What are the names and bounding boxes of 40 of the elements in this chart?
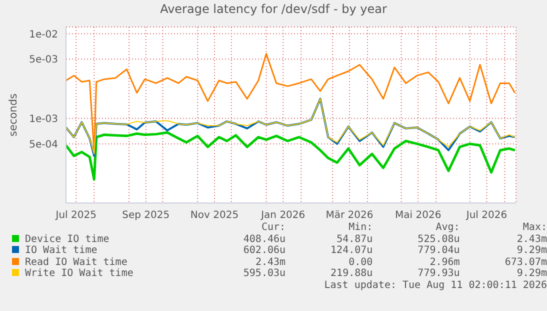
text: 408.46u (242, 234, 286, 245)
line-series (66, 52, 516, 153)
x-tick-label: Mai 2026 (395, 210, 442, 222)
y-tick-label: 5e-04 (29, 139, 58, 150)
text: Max: (522, 222, 547, 234)
text: Cur: (260, 222, 286, 234)
x-tick-label: Jul 2025 (54, 210, 96, 222)
x-tick-label: Sep 2025 (122, 210, 170, 222)
text: Last update: Tue Aug 11 02:00:11 2026 (323, 280, 547, 291)
text: Min: (348, 222, 373, 234)
legend-label: Device IO time (24, 234, 110, 245)
text: 525.08u (416, 234, 460, 245)
text: 124.07u (330, 245, 373, 256)
text: 54.87u (336, 234, 373, 245)
text: 2.43m (516, 234, 547, 245)
text: 779.04u (416, 245, 460, 256)
text: 602.06u (242, 245, 286, 256)
chart-title: Average latency for /dev/sdf - by year (159, 2, 388, 16)
text: 9.29m (516, 245, 547, 256)
y-axis-title: seconds (7, 94, 20, 136)
text: 2.43m (254, 256, 286, 268)
text: 779.93u (416, 268, 460, 280)
text: 9.29m (516, 268, 547, 280)
x-tick-label: Jul 2026 (465, 210, 508, 222)
x-tick-label: Jan 2026 (260, 210, 306, 222)
y-tick-label: 1e-02 (29, 29, 58, 40)
text: 219.88u (330, 268, 373, 280)
text: 2.96m (428, 256, 460, 268)
text: 0.00 (348, 256, 373, 268)
legend-label: Read IO Wait time (24, 256, 128, 268)
y-tick-label: 1e-03 (29, 114, 58, 125)
text: 673.07m (504, 256, 547, 268)
y-tick-label: 5e-03 (29, 54, 58, 66)
text: 595.03u (242, 268, 286, 280)
legend-label: IO Wait time (24, 245, 98, 256)
line-series (66, 131, 516, 181)
x-tick-label: Nov 2025 (190, 210, 239, 222)
text: Avg: (434, 222, 460, 234)
legend-label: Write IO Wait time (24, 268, 134, 280)
x-tick-label: Mär 2026 (326, 210, 374, 222)
